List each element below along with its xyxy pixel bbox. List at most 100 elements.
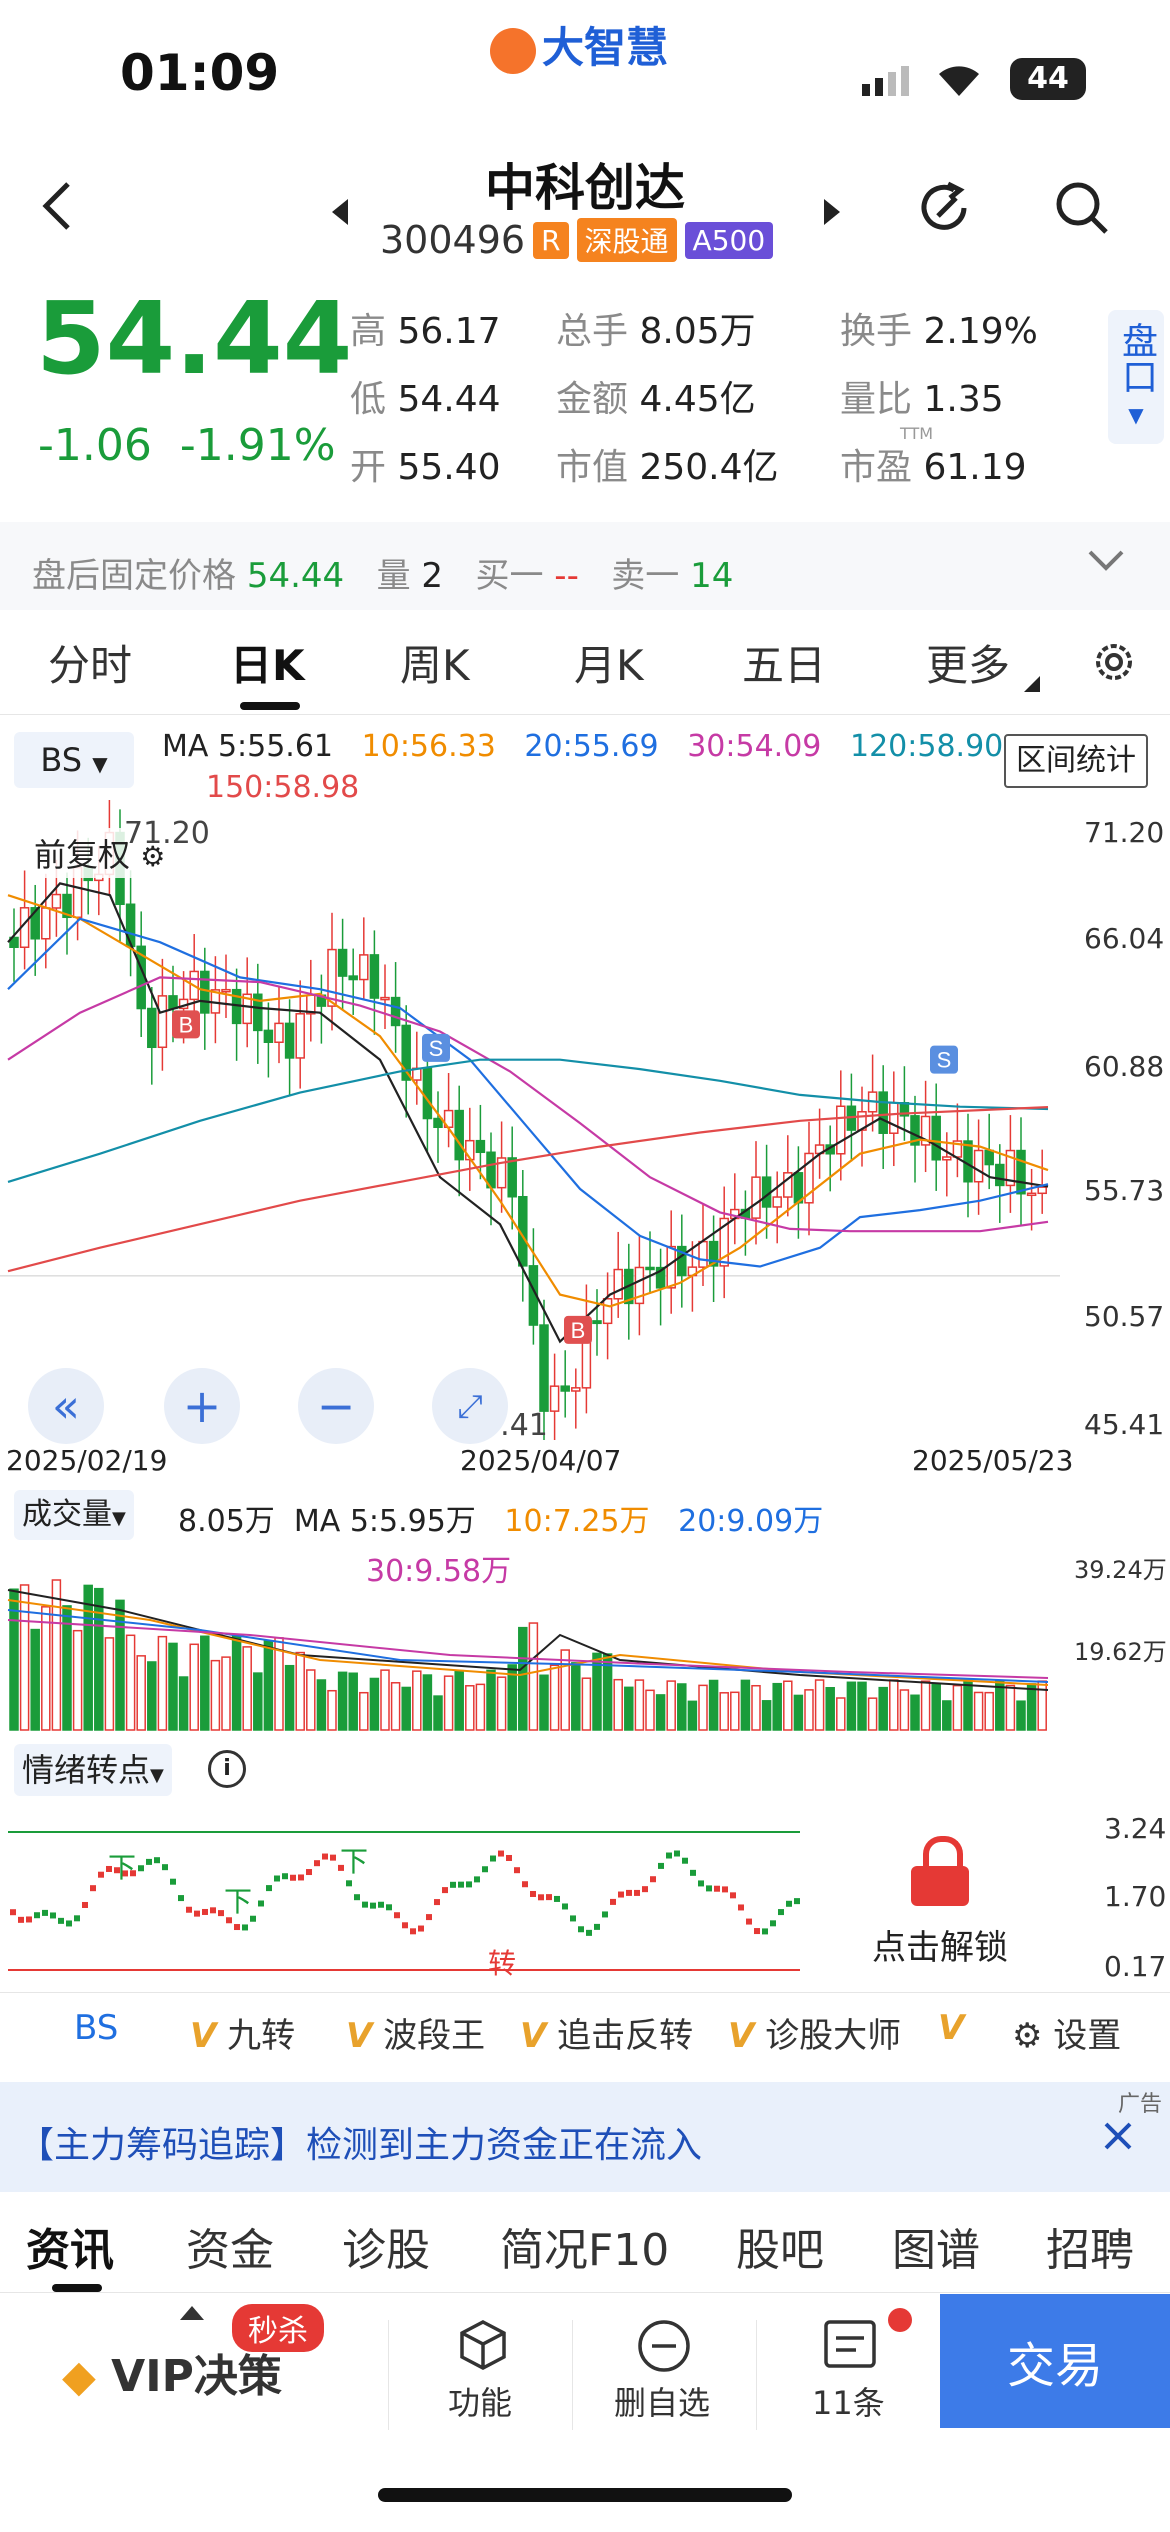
tab-funds[interactable]: 资金 xyxy=(186,2225,274,2276)
close-icon[interactable] xyxy=(1100,2118,1136,2158)
info-icon[interactable]: i xyxy=(208,1750,246,1788)
zoom-in-button[interactable]: + xyxy=(164,1368,240,1444)
candle xyxy=(221,988,231,993)
candle xyxy=(295,1013,305,1059)
lock-icon xyxy=(911,1836,969,1906)
search-button[interactable] xyxy=(1050,176,1114,240)
candle xyxy=(125,903,136,948)
sentiment-bar xyxy=(18,1916,24,1923)
sentiment-bar xyxy=(418,1925,424,1932)
sentiment-mark: 下 xyxy=(108,1851,137,1884)
adjust-label[interactable]: 前复权 ⚙ xyxy=(28,828,172,878)
tab-f10[interactable]: 简况F10 xyxy=(500,2225,670,2276)
vip-icon: V xyxy=(520,2016,547,2056)
sentiment-bar xyxy=(554,1895,560,1902)
candle xyxy=(496,1157,507,1189)
after-hours-info: 盘后固定价格 54.44 量 2 买一 -- 卖一 14 xyxy=(32,556,734,596)
volume-chart[interactable] xyxy=(0,1544,1070,1732)
unlock-area[interactable]: 点击解锁 xyxy=(820,1836,1060,1986)
sentiment-indicator-select[interactable]: 情绪转点▼ xyxy=(14,1744,172,1796)
sentiment-bar xyxy=(698,1880,704,1887)
divider xyxy=(0,714,1170,715)
tab-recruit[interactable]: 招聘 xyxy=(1046,2225,1134,2276)
tab-intraday[interactable]: 分时 xyxy=(48,641,133,690)
ad-banner[interactable] xyxy=(0,2082,1170,2192)
turnover-stat: 换手 2.19% xyxy=(840,311,1038,352)
candle xyxy=(327,948,337,1007)
sentiment-bar xyxy=(546,1894,552,1901)
volume-bar xyxy=(634,1679,645,1731)
candle xyxy=(168,995,178,1010)
candle xyxy=(369,954,380,999)
tab-weekly-k[interactable]: 周K xyxy=(400,641,470,690)
sentiment-bar xyxy=(170,1878,176,1885)
prev-stock-button[interactable] xyxy=(320,192,360,232)
volume-bar xyxy=(1005,1684,1016,1731)
kline-chart[interactable]: B B S S xyxy=(0,800,1170,1440)
next-stock-button[interactable] xyxy=(812,192,852,232)
chevron-up-icon[interactable] xyxy=(180,2306,204,2320)
gear-icon[interactable] xyxy=(1090,638,1138,690)
sentiment-bar xyxy=(658,1862,664,1869)
after-hours-bar[interactable] xyxy=(0,522,1170,610)
sentiment-bar xyxy=(522,1881,528,1888)
tab-news[interactable]: 资讯 xyxy=(26,2225,114,2276)
tab-five-day[interactable]: 五日 xyxy=(742,641,827,690)
volume-bar xyxy=(9,1588,19,1731)
volume-bar xyxy=(666,1680,676,1731)
fullscreen-button[interactable]: ⤢ xyxy=(432,1368,508,1444)
indicator-more[interactable]: V xyxy=(938,2008,964,2048)
tab-atlas[interactable]: 图谱 xyxy=(892,2225,980,2276)
volume-bar xyxy=(443,1675,454,1731)
ad-text[interactable]: 【主力筹码追踪】检测到主力资金正在流入 xyxy=(18,2125,703,2166)
trade-button[interactable]: 交易 xyxy=(940,2294,1170,2428)
ma150-label: 150:58.98 xyxy=(206,770,360,805)
refresh-button[interactable] xyxy=(914,176,978,240)
sentiment-mark: 下 xyxy=(340,1845,369,1878)
range-stats-button[interactable]: 区间统计 xyxy=(1004,734,1148,788)
chevron-down-icon: ▼ xyxy=(1128,403,1144,427)
sentiment-bar xyxy=(218,1910,224,1917)
tab-monthly-k[interactable]: 月K xyxy=(574,641,644,690)
candle xyxy=(9,936,19,948)
tab-daily-k[interactable]: 日K xyxy=(230,641,305,690)
messages-button[interactable]: 11条 xyxy=(812,2384,885,2422)
tab-forum[interactable]: 股吧 xyxy=(736,2225,824,2276)
order-book-button[interactable]: 盘口 ▼ xyxy=(1108,310,1164,444)
functions-button[interactable]: 功能 xyxy=(448,2384,513,2422)
remove-watchlist-button[interactable]: 删自选 xyxy=(614,2384,711,2422)
zoom-out-button[interactable]: − xyxy=(298,1368,374,1444)
chevron-down-icon[interactable] xyxy=(1086,546,1126,580)
candle xyxy=(634,1266,645,1305)
caret-down-icon: ▼ xyxy=(150,1765,164,1786)
signal-label: B xyxy=(179,1012,194,1037)
indicator-nine-turn[interactable]: V 九转 xyxy=(190,2016,296,2056)
volume-bar xyxy=(952,1684,963,1731)
sentiment-bar xyxy=(458,1881,464,1888)
high-marker: 71.20 xyxy=(124,816,210,851)
volume-bar xyxy=(730,1691,740,1731)
candle xyxy=(253,993,263,1032)
candle xyxy=(655,1266,666,1289)
indicator-band-king[interactable]: V 波段王 xyxy=(346,2016,486,2056)
high-stat: 高 56.17 xyxy=(350,311,501,352)
candle xyxy=(995,1163,1005,1187)
volume-bar xyxy=(931,1683,941,1731)
volume-bar xyxy=(263,1640,274,1731)
volume-bar xyxy=(571,1662,581,1731)
tab-more[interactable]: 更多 xyxy=(926,641,1011,690)
volume-bar xyxy=(963,1679,973,1731)
indicator-diagnosis[interactable]: V 诊股大师 xyxy=(728,2016,902,2056)
diamond-icon: ◆ xyxy=(62,2351,96,2402)
indicator-reversal[interactable]: V 追击反转 xyxy=(520,2016,694,2056)
back-button[interactable] xyxy=(28,176,88,236)
tab-diagnosis[interactable]: 诊股 xyxy=(342,2225,430,2276)
indicator-settings-button[interactable]: ⚙ 设置 xyxy=(1012,2016,1122,2056)
volume-indicator-select[interactable]: 成交量▼ xyxy=(14,1490,134,1540)
vip-decision-button[interactable]: ◆ VIP决策 xyxy=(62,2351,282,2402)
scroll-left-button[interactable]: « xyxy=(28,1368,104,1444)
sentiment-bar xyxy=(26,1916,32,1923)
indicator-select[interactable]: BS ▼ xyxy=(14,732,134,788)
tag-a500: A500 xyxy=(684,221,774,259)
indicator-bs[interactable]: BS xyxy=(74,2008,119,2048)
